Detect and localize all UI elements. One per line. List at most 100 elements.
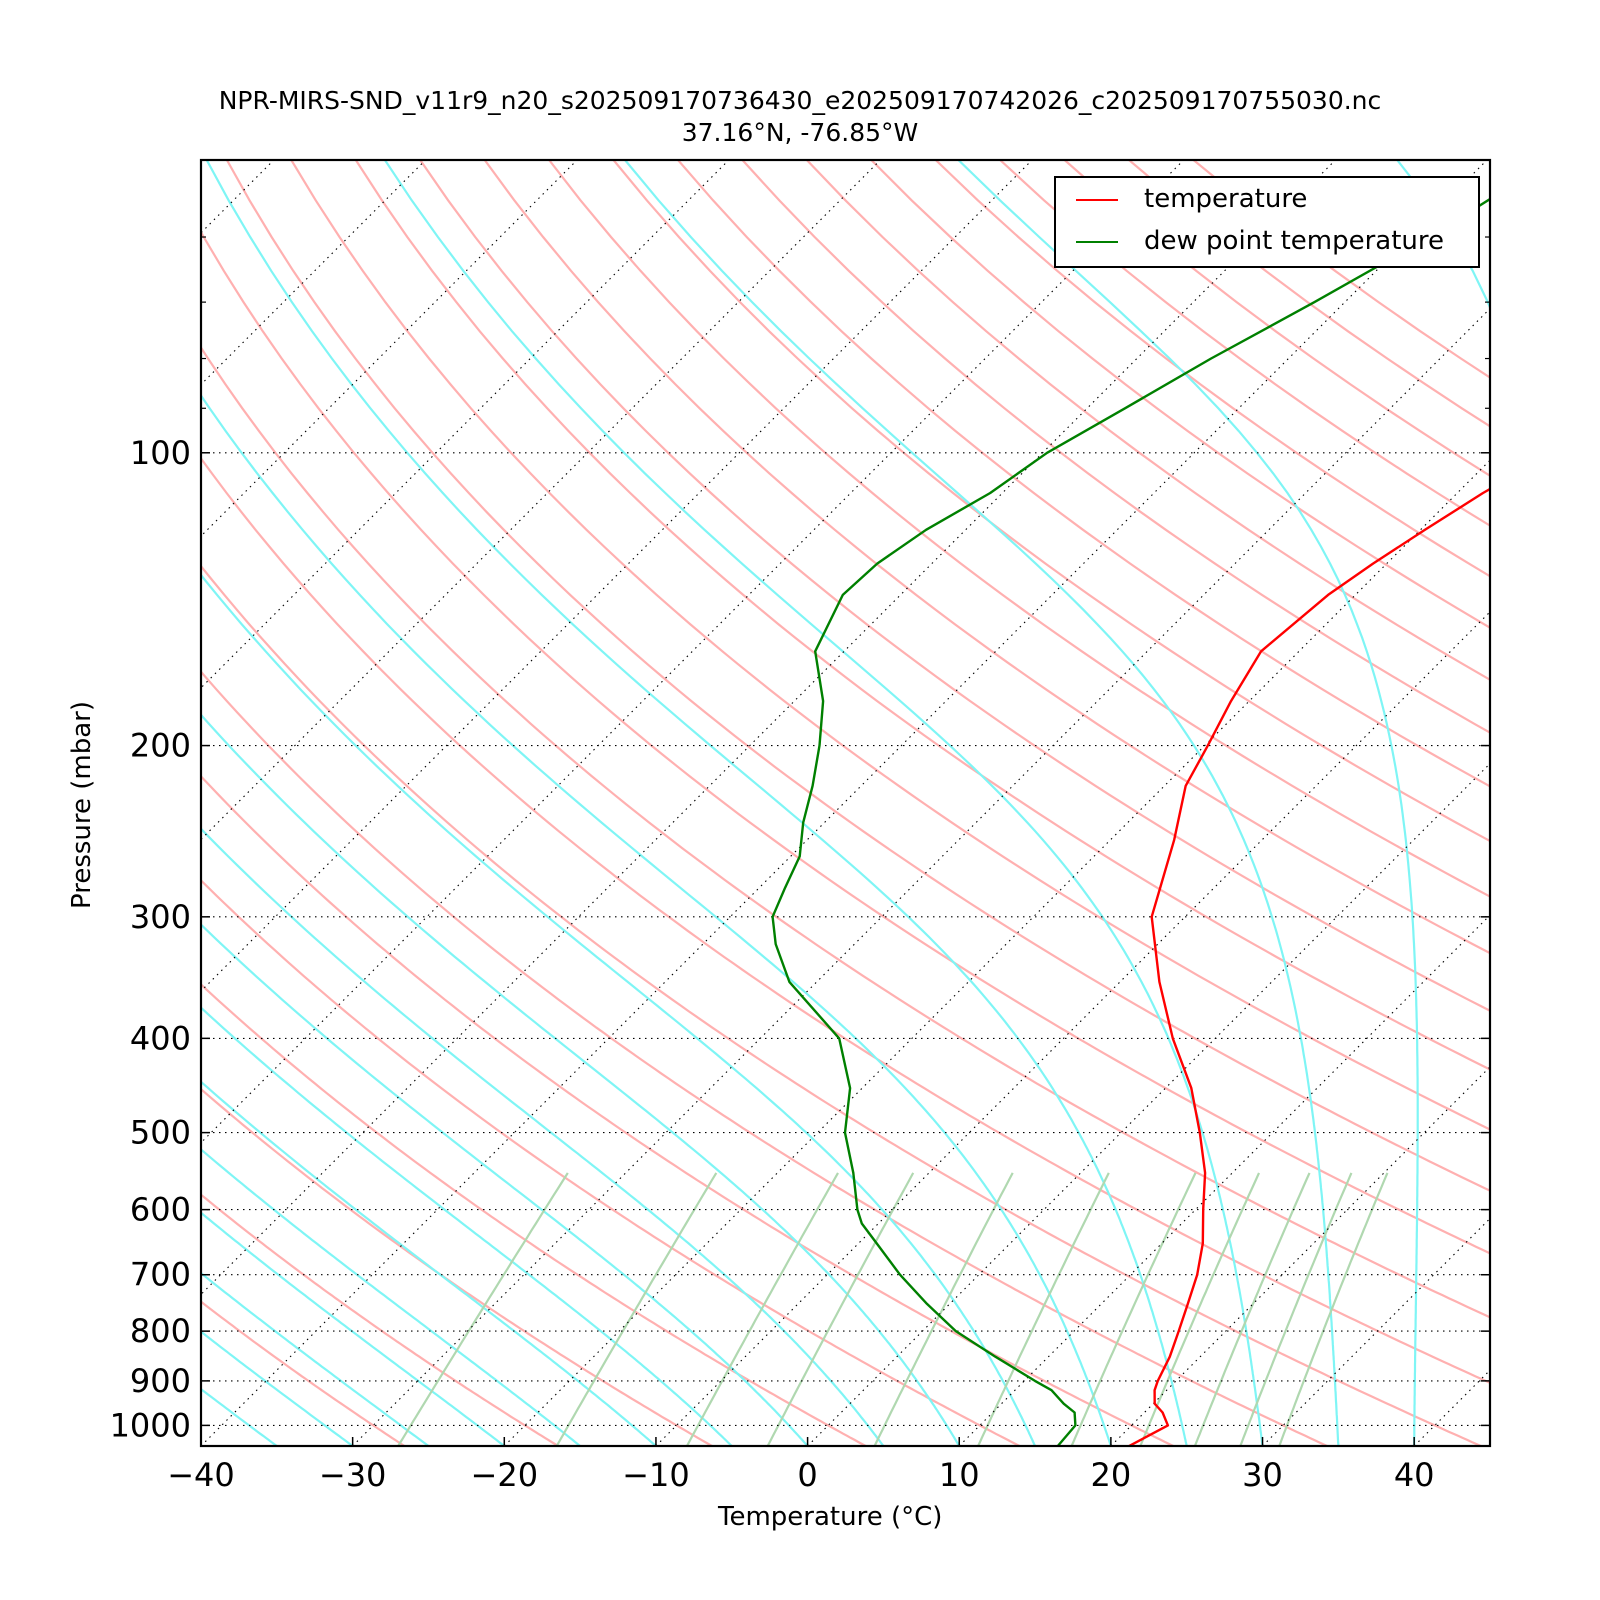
chart-title: NPR-MIRS-SND_v11r9_n20_s202509170736430_… bbox=[218, 86, 1382, 115]
x-tick-label: −40 bbox=[167, 1456, 235, 1494]
legend-item-dewpoint: dew point temperature bbox=[1056, 222, 1478, 262]
dry-adiabat-line bbox=[1063, 160, 1490, 477]
moist-adiabat-line bbox=[201, 1211, 505, 1446]
dry-adiabat-line bbox=[201, 345, 1490, 1319]
isotherm-gridline bbox=[655, 611, 1490, 1446]
dry-adiabat-line bbox=[201, 456, 1490, 1385]
x-tick-label: 40 bbox=[1394, 1456, 1435, 1494]
dry-adiabat-line bbox=[201, 982, 867, 1446]
background-lines bbox=[201, 160, 1490, 1446]
x-tick-label: 0 bbox=[797, 1456, 817, 1494]
temperature-series-line bbox=[1128, 487, 1490, 1446]
dry-adiabat-line bbox=[354, 160, 1490, 1071]
grid-lines bbox=[0, 160, 1600, 1446]
legend-item-temperature: temperature bbox=[1056, 180, 1478, 220]
dry-adiabat-line bbox=[934, 160, 1490, 578]
dry-adiabat-line bbox=[612, 160, 1490, 843]
legend-swatch-dewpoint bbox=[1076, 241, 1118, 243]
dry-adiabat-line bbox=[201, 670, 1328, 1446]
isotherm-gridline bbox=[201, 160, 1336, 1296]
y-tick-label: 200 bbox=[130, 727, 191, 765]
moist-adiabat-line bbox=[201, 573, 1037, 1446]
isotherm-gridline bbox=[352, 307, 1490, 1446]
dry-adiabat-line bbox=[201, 1087, 713, 1446]
y-tick-label: 400 bbox=[130, 1019, 191, 1057]
moist-adiabat-line bbox=[383, 160, 1264, 1446]
chart-subtitle: 37.16°N, -76.85°W bbox=[681, 118, 919, 147]
isotherm-gridline bbox=[0, 160, 122, 1446]
isotherm-gridline bbox=[1262, 1217, 1490, 1446]
dry-adiabat-line bbox=[1192, 160, 1490, 379]
dewpoint-series-line bbox=[771, 197, 1490, 1446]
mixing-ratio-line bbox=[1070, 1172, 1197, 1446]
y-tick-label: 900 bbox=[130, 1362, 191, 1400]
y-axis-label: Pressure (mbar) bbox=[67, 700, 97, 910]
moist-adiabat-line bbox=[201, 1330, 354, 1446]
moist-adiabat-line bbox=[201, 1387, 278, 1446]
isotherm-gridline bbox=[1413, 1369, 1490, 1446]
isotherm-gridline bbox=[201, 160, 881, 841]
x-tick-label: 10 bbox=[939, 1456, 980, 1494]
dry-adiabat-line bbox=[201, 564, 1482, 1446]
y-tick-label: 100 bbox=[130, 434, 191, 472]
isotherm-gridline bbox=[201, 160, 1185, 1144]
isotherm-gridline bbox=[1566, 160, 1600, 1446]
x-tick-label: 20 bbox=[1091, 1456, 1132, 1494]
moist-adiabat-line bbox=[957, 160, 1419, 1446]
y-tick-label: 800 bbox=[130, 1312, 191, 1350]
mixing-ratio-line bbox=[873, 1172, 1014, 1446]
moist-adiabat-line bbox=[624, 160, 1340, 1446]
x-tick-label: −10 bbox=[622, 1456, 690, 1494]
mixing-ratio-line bbox=[766, 1172, 915, 1446]
isotherm-gridline bbox=[201, 160, 275, 234]
legend: temperature dew point temperature bbox=[1054, 176, 1480, 268]
dry-adiabat-line bbox=[201, 774, 1174, 1446]
legend-swatch-temperature bbox=[1076, 199, 1118, 201]
dry-adiabat-line bbox=[1128, 160, 1490, 428]
x-tick-label: 30 bbox=[1242, 1456, 1283, 1494]
dry-adiabat-line bbox=[201, 229, 1490, 1255]
x-axis-ticks: −40 −30 −20 −10 0 10 20 30 40 bbox=[167, 1437, 1435, 1494]
isotherm-gridline bbox=[807, 762, 1490, 1446]
legend-label-temperature: temperature bbox=[1144, 184, 1308, 214]
isotherm-gridline bbox=[201, 160, 730, 689]
dry-adiabat-line bbox=[290, 160, 1490, 1131]
x-tick-label: −20 bbox=[471, 1456, 539, 1494]
mixing-ratio-line bbox=[977, 1172, 1110, 1446]
mixing-ratio-line bbox=[1139, 1172, 1261, 1446]
mixing-ratio-line bbox=[1239, 1172, 1353, 1446]
moist-adiabat-line bbox=[205, 160, 1188, 1446]
moist-adiabat-line bbox=[201, 827, 885, 1446]
mixing-ratio-line bbox=[686, 1172, 839, 1446]
plot-frame bbox=[199, 158, 1492, 1448]
moist-adiabat-line bbox=[201, 1006, 733, 1446]
dry-adiabat-line bbox=[483, 160, 1490, 955]
dry-adiabat-line bbox=[225, 160, 1490, 1192]
mixing-ratio-line bbox=[397, 1172, 569, 1446]
moist-adiabat-line bbox=[201, 1271, 430, 1446]
moist-adiabat-line bbox=[201, 1148, 581, 1446]
y-axis-ticks: 100 200 300 400 500 600 700 800 900 1000 bbox=[110, 159, 1490, 1444]
isotherm-gridline bbox=[201, 160, 1488, 1446]
mixing-ratio-line bbox=[1193, 1172, 1311, 1446]
x-tick-label: −30 bbox=[319, 1456, 387, 1494]
x-axis-label: Temperature (°C) bbox=[718, 1502, 943, 1532]
dry-adiabat-line bbox=[201, 878, 1021, 1446]
dry-adiabat-line bbox=[806, 160, 1490, 681]
mixing-ratio-line bbox=[555, 1172, 718, 1446]
isotherm-gridline bbox=[958, 914, 1490, 1446]
moist-adiabat-line bbox=[201, 923, 809, 1446]
dry-adiabat-line bbox=[419, 160, 1490, 1012]
dry-adiabat-line bbox=[677, 160, 1490, 788]
legend-label-dewpoint: dew point temperature bbox=[1144, 226, 1445, 256]
y-tick-label: 1000 bbox=[110, 1406, 191, 1444]
dry-adiabat-line bbox=[741, 160, 1490, 734]
y-tick-label: 300 bbox=[130, 898, 191, 936]
moist-adiabat-line bbox=[201, 393, 1112, 1446]
dry-adiabat-line bbox=[201, 1300, 405, 1446]
dry-adiabat-line bbox=[548, 160, 1490, 898]
series-lines bbox=[771, 197, 1490, 1446]
moist-adiabat-line bbox=[201, 1080, 657, 1446]
y-tick-label: 700 bbox=[130, 1256, 191, 1294]
